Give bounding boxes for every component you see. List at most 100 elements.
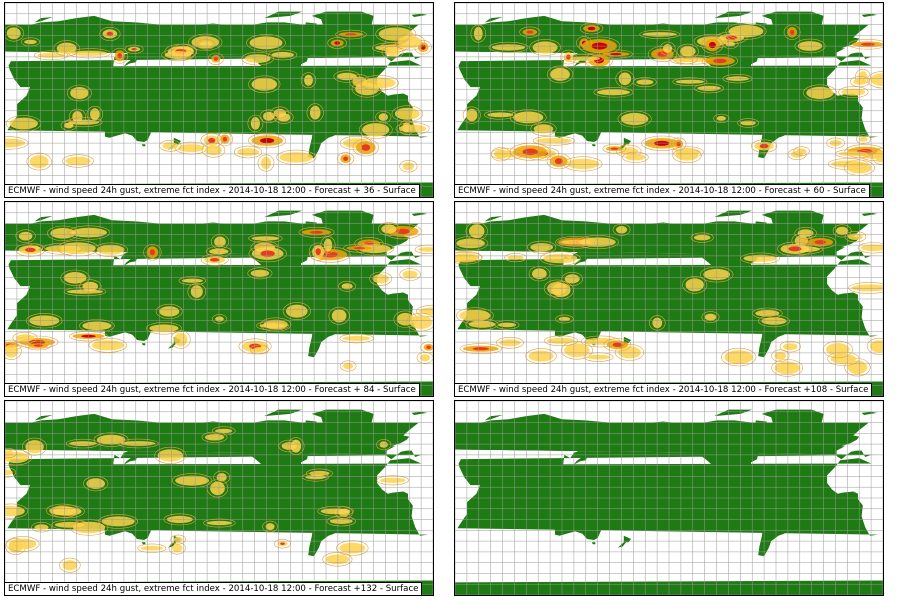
efi-area: [286, 304, 308, 318]
efi-area: [277, 113, 291, 122]
efi-area: [724, 350, 753, 364]
efi-contour: [527, 240, 557, 254]
landmass: [98, 490, 111, 503]
efi-area: [65, 156, 91, 166]
landmass: [484, 216, 503, 222]
efi-area: [162, 142, 179, 150]
landmass: [821, 426, 838, 431]
efi-area: [178, 144, 205, 153]
efi-contour: [455, 236, 489, 251]
efi-contour: [241, 51, 274, 66]
landmass: [455, 422, 880, 460]
efi-contour: [273, 539, 291, 549]
map-canvas: [455, 401, 883, 595]
efi-contour: [99, 26, 121, 41]
efi-contour: [822, 340, 854, 358]
efi-area: [394, 107, 420, 120]
efi-contour: [532, 135, 576, 146]
landmass: [575, 101, 598, 110]
efi-area: [181, 278, 203, 283]
efi-area: [402, 122, 412, 133]
landmass: [575, 300, 598, 309]
landmass: [167, 343, 177, 349]
efi-extreme-area: [709, 41, 716, 49]
efi-contour: [338, 280, 357, 292]
efi-area: [420, 354, 430, 362]
landmass: [455, 259, 879, 337]
landmass: [484, 17, 503, 23]
efi-area: [459, 309, 491, 322]
efi-area: [325, 554, 350, 565]
efi-contour: [376, 439, 392, 451]
efi-area: [72, 111, 83, 123]
efi-extreme-area: [676, 141, 681, 147]
efi-area: [341, 283, 353, 290]
landmass: [5, 422, 430, 460]
efi-contour: [622, 151, 649, 163]
efi-area: [466, 108, 478, 122]
efi-extreme-area: [609, 53, 623, 56]
efi-extreme-area: [472, 347, 489, 351]
efi-contour: [143, 244, 162, 261]
efi-contour: [491, 147, 511, 162]
map-canvas: [5, 401, 433, 595]
landmass: [714, 210, 753, 218]
efi-extreme-area: [361, 144, 371, 151]
efi-area: [379, 477, 406, 483]
efi-extreme-area: [713, 58, 727, 64]
efi-contour: [546, 153, 571, 170]
landmass: [385, 239, 391, 243]
efi-contour: [211, 426, 236, 436]
efi-contour: [53, 40, 80, 57]
efi-contour: [327, 37, 348, 49]
efi-contour: [682, 276, 708, 294]
landmass: [548, 92, 561, 105]
landmass: [500, 266, 524, 291]
efi-area: [250, 117, 260, 130]
efi-area: [625, 154, 646, 161]
efi-area: [543, 253, 578, 264]
panel-caption: ECMWF - wind speed 24h gust, extreme fct…: [455, 383, 873, 396]
efi-contour: [117, 438, 159, 449]
efi-contour: [399, 268, 421, 281]
efi-contour: [779, 340, 801, 353]
landmass: [34, 17, 53, 23]
landmass: [123, 51, 139, 67]
landmass: [123, 449, 139, 465]
landmass: [840, 435, 849, 445]
efi-contour: [170, 534, 186, 545]
efi-area: [70, 87, 89, 99]
efi-area: [71, 50, 108, 56]
efi-contour: [602, 144, 627, 154]
efi-contour: [659, 41, 676, 56]
efi-contour: [579, 22, 604, 35]
efi-extreme-area: [131, 48, 137, 51]
landmass: [562, 478, 570, 491]
efi-area: [9, 538, 37, 550]
efi-area: [564, 274, 580, 284]
efi-area: [261, 156, 271, 170]
efi-area: [253, 347, 266, 352]
landmass: [64, 90, 67, 94]
efi-area: [304, 74, 313, 86]
landmass: [514, 488, 517, 492]
efi-contour: [783, 24, 801, 40]
efi-contour: [187, 282, 207, 301]
efi-contour: [381, 46, 404, 59]
efi-area: [96, 244, 125, 255]
efi-area: [379, 441, 388, 448]
efi-contour: [599, 49, 633, 59]
landmass: [125, 499, 148, 508]
efi-contour: [161, 48, 195, 62]
efi-contour: [79, 319, 115, 333]
efi-extreme-area: [610, 147, 619, 150]
efi-area: [533, 124, 554, 134]
efi-contour: [722, 39, 739, 49]
efi-area: [796, 148, 807, 154]
efi-area: [536, 138, 572, 144]
landmass: [112, 478, 120, 491]
efi-contour: [337, 152, 355, 166]
efi-contour: [146, 322, 182, 335]
efi-contour: [317, 505, 354, 517]
efi-extreme-area: [860, 42, 875, 46]
